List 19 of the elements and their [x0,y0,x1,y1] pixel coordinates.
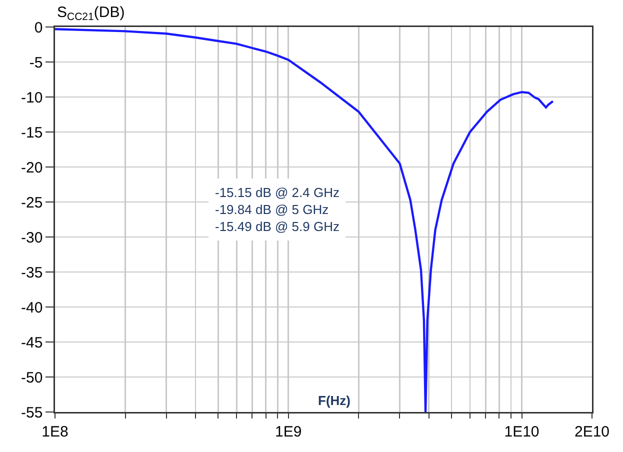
y-tick-label: -10 [21,89,43,106]
y-tick-label: 0 [34,19,43,36]
annotation: -15.15 dB @ 2.4 GHz -19.84 dB @ 5 GHz -15.49 dB @ 5.9 GHz [215,185,340,234]
y-tick-label: -25 [21,194,43,212]
y-tick-label: -35 [21,264,43,282]
x-tick-label: 1E10 [504,423,540,440]
y-axis-title: S$_{CC21}$(DB) [57,4,125,24]
y-tick-label: -40 [21,299,43,316]
x-axis-title: F(Hz) [318,393,350,408]
x-tick-label: 1E9 [275,423,302,440]
x-tick-label: 2E10 [574,423,610,440]
y-tick-label: -55 [21,404,43,422]
x-tick-label: 1E8 [42,423,68,440]
y-tick-label: -15 [21,124,43,142]
y-tick-label: -50 [21,369,43,386]
y-tick-label: -45 [21,334,43,352]
y-tick-label: -30 [21,229,43,246]
y-tick-label: -5 [29,54,43,72]
y-tick-label: -20 [21,159,43,176]
